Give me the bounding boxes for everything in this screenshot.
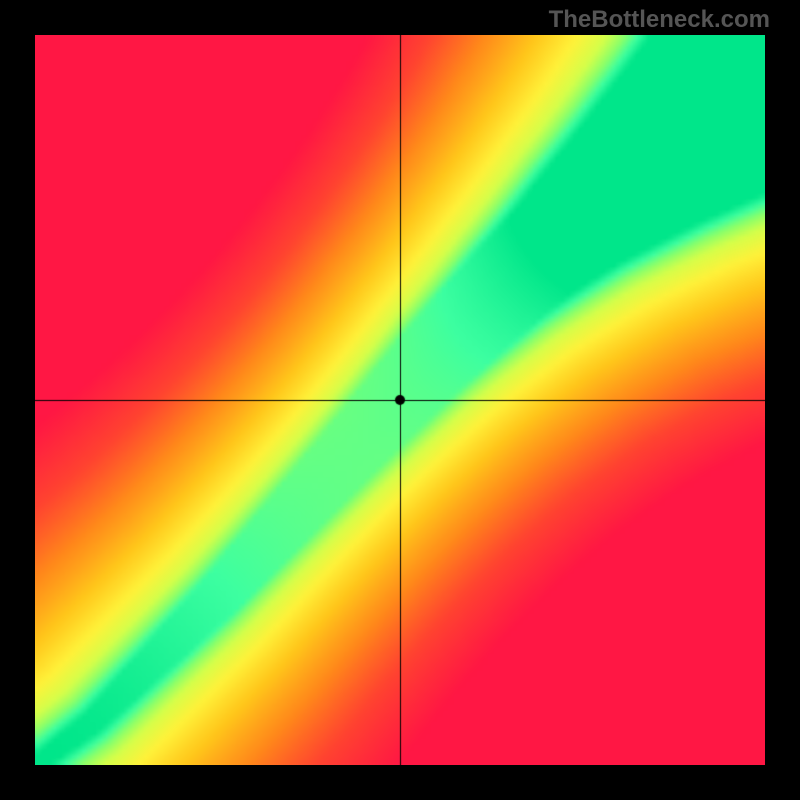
bottleneck-heatmap	[35, 35, 765, 765]
site-watermark: TheBottleneck.com	[549, 6, 770, 34]
